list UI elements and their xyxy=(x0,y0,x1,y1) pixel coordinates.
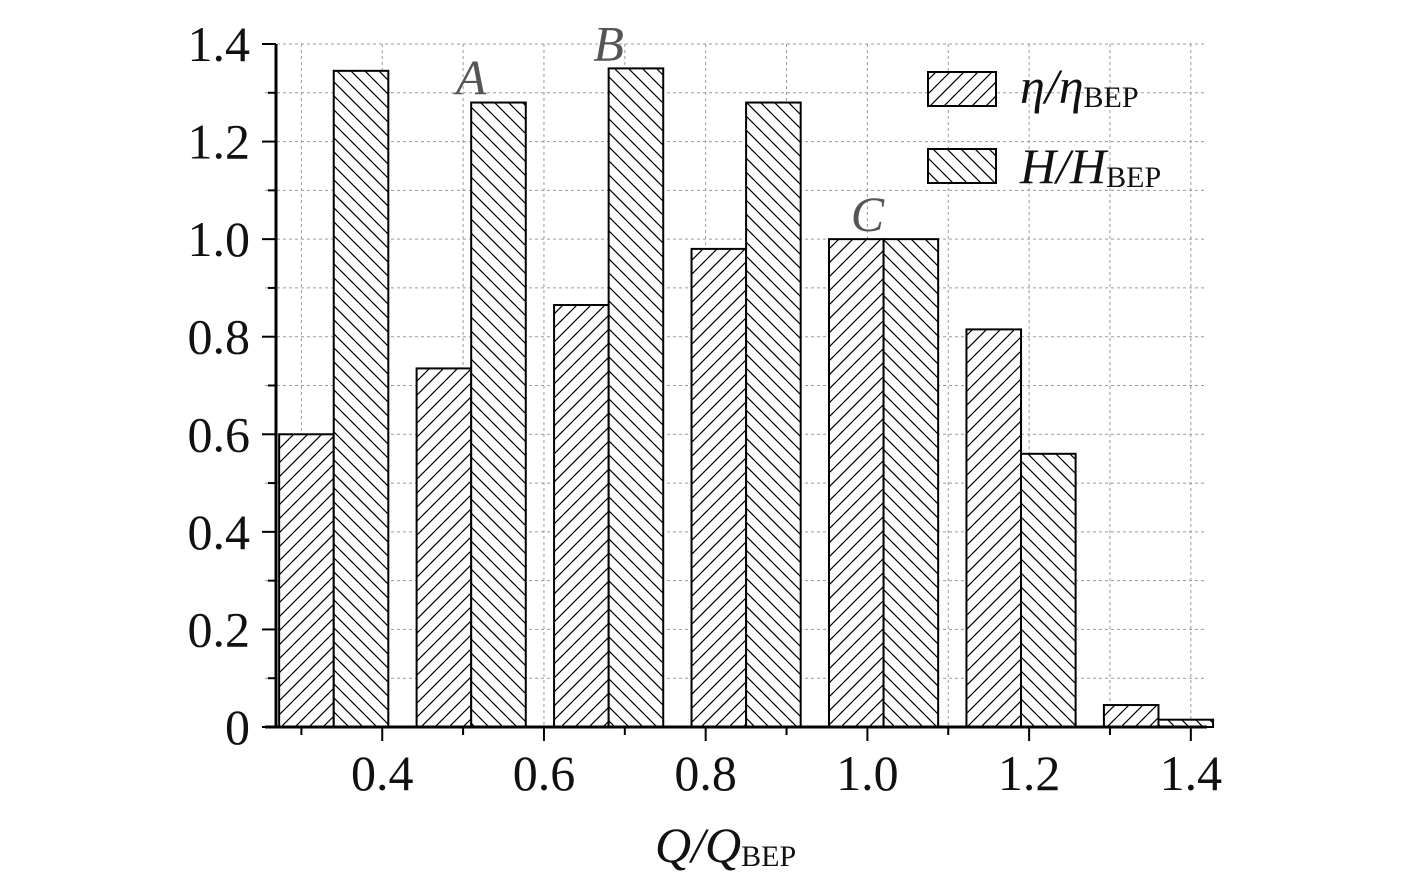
x-axis-label: Q/QBEP xyxy=(655,817,796,873)
bar-head-0 xyxy=(332,69,390,728)
bar-efficiency-2 xyxy=(553,304,610,728)
legend-swatch-head xyxy=(927,148,997,184)
legend-label-eta: η/ηBEP xyxy=(1020,58,1139,114)
x-tick-label: 0.4 xyxy=(351,745,414,801)
bar-efficiency-5 xyxy=(965,328,1023,728)
axes xyxy=(262,43,1207,741)
x-tick-label: 0.8 xyxy=(674,745,737,801)
y-tick-label: 1.4 xyxy=(188,16,251,72)
y-tick-label: 0.4 xyxy=(188,504,251,560)
y-tick-label: 1.0 xyxy=(188,211,251,267)
tick-labels: 0 0.2 0.4 0.6 0.8 1.0 1.2 1.4 0.4 0.6 0.8 1.0 1.2 1.4 xyxy=(188,16,1223,801)
y-tick-label: 0.6 xyxy=(188,406,251,462)
x-tick-label: 1.2 xyxy=(998,745,1061,801)
y-tick-label: 1.2 xyxy=(188,114,251,170)
bar-efficiency-1 xyxy=(415,367,473,728)
legend-swatch-eta xyxy=(927,71,997,107)
annotation-a: A xyxy=(453,50,487,106)
bars xyxy=(278,67,1215,729)
bar-efficiency-3 xyxy=(690,247,748,728)
y-tick-label: 0.8 xyxy=(188,309,251,365)
x-tick-label: 1.4 xyxy=(1160,745,1223,801)
x-tick-label: 1.0 xyxy=(836,745,899,801)
bar-head-4 xyxy=(882,238,940,728)
annotations: A B C xyxy=(453,15,885,242)
y-tick-label: 0 xyxy=(225,699,250,755)
bar-head-1 xyxy=(470,101,527,729)
bar-head-5 xyxy=(1020,452,1077,728)
annotation-b: B xyxy=(593,15,624,71)
bar-efficiency-4 xyxy=(827,238,885,728)
bar-head-3 xyxy=(745,101,802,729)
legend-label-head: H/HBEP xyxy=(1019,138,1161,194)
x-tick-label: 0.6 xyxy=(513,745,576,801)
legend: η/ηBEP H/HBEP xyxy=(927,58,1161,194)
y-tick-label: 0.2 xyxy=(188,601,251,657)
bar-efficiency-0 xyxy=(278,433,335,728)
bar-head-2 xyxy=(607,67,665,728)
bar-efficiency-6 xyxy=(1102,704,1160,729)
annotation-c: C xyxy=(851,186,885,242)
